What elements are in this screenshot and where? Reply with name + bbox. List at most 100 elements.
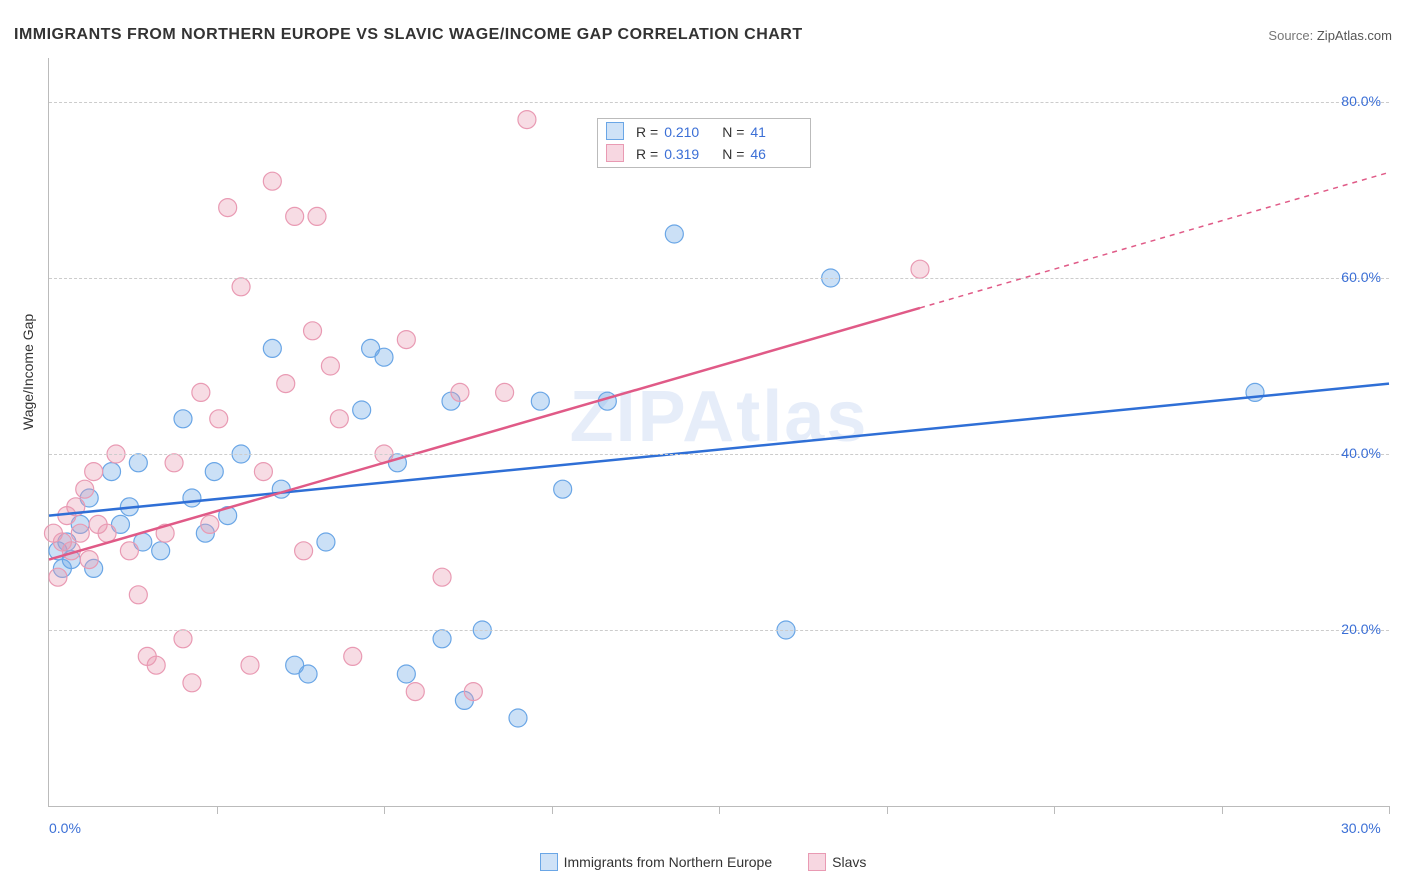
data-point[interactable] [232, 278, 250, 296]
data-point[interactable] [531, 392, 549, 410]
trend-line-extrapolated [920, 172, 1389, 308]
source-label: Source: [1268, 28, 1313, 43]
x-tick [1389, 806, 1390, 814]
data-point[interactable] [241, 656, 259, 674]
data-point[interactable] [308, 207, 326, 225]
x-tick [719, 806, 720, 814]
data-point[interactable] [98, 524, 116, 542]
data-point[interactable] [219, 199, 237, 217]
series-legend: Immigrants from Northern Europe Slavs [0, 854, 1406, 872]
gridline [49, 454, 1389, 455]
title-bar: IMMIGRANTS FROM NORTHERN EUROPE VS SLAVI… [14, 20, 1392, 50]
data-point[interactable] [353, 401, 371, 419]
legend-swatch [606, 122, 624, 140]
data-point[interactable] [76, 480, 94, 498]
legend-r-value: 0.210 [664, 121, 716, 143]
data-point[interactable] [120, 542, 138, 560]
y-tick-label: 60.0% [1311, 269, 1381, 285]
data-point[interactable] [152, 542, 170, 560]
y-tick-label: 20.0% [1311, 621, 1381, 637]
data-point[interactable] [317, 533, 335, 551]
data-point[interactable] [375, 348, 393, 366]
data-point[interactable] [201, 515, 219, 533]
chart-title: IMMIGRANTS FROM NORTHERN EUROPE VS SLAVI… [14, 26, 803, 44]
gridline [49, 630, 1389, 631]
legend-item: Immigrants from Northern Europe [540, 854, 773, 872]
data-point[interactable] [147, 656, 165, 674]
data-point[interactable] [433, 630, 451, 648]
data-point[interactable] [509, 709, 527, 727]
data-point[interactable] [911, 260, 929, 278]
x-tick [1222, 806, 1223, 814]
data-point[interactable] [397, 665, 415, 683]
legend-r-value: 0.319 [664, 143, 716, 165]
data-point[interactable] [277, 375, 295, 393]
data-point[interactable] [286, 207, 304, 225]
gridline [49, 102, 1389, 103]
data-point[interactable] [518, 111, 536, 129]
legend-swatch [808, 853, 826, 871]
y-axis-label: Wage/Income Gap [20, 314, 36, 430]
x-tick-label: 0.0% [49, 820, 81, 836]
data-point[interactable] [451, 383, 469, 401]
data-point[interactable] [665, 225, 683, 243]
y-tick-label: 80.0% [1311, 93, 1381, 109]
data-point[interactable] [49, 568, 67, 586]
data-point[interactable] [406, 683, 424, 701]
legend-item: Slavs [808, 854, 866, 872]
x-tick [1054, 806, 1055, 814]
data-point[interactable] [174, 630, 192, 648]
data-point[interactable] [433, 568, 451, 586]
data-point[interactable] [295, 542, 313, 560]
data-point[interactable] [299, 665, 317, 683]
x-tick-label: 30.0% [1341, 820, 1381, 836]
data-point[interactable] [183, 489, 201, 507]
data-point[interactable] [304, 322, 322, 340]
data-point[interactable] [85, 463, 103, 481]
legend-label: Slavs [832, 854, 866, 870]
data-point[interactable] [210, 410, 228, 428]
data-point[interactable] [254, 463, 272, 481]
data-point[interactable] [1246, 383, 1264, 401]
legend-r-label: R = [636, 121, 658, 143]
data-point[interactable] [129, 454, 147, 472]
legend-n-value: 46 [750, 143, 802, 165]
data-point[interactable] [397, 331, 415, 349]
data-point[interactable] [263, 172, 281, 190]
data-point[interactable] [330, 410, 348, 428]
trend-line [49, 308, 920, 560]
plot-svg-layer [49, 58, 1389, 806]
data-point[interactable] [496, 383, 514, 401]
x-tick [552, 806, 553, 814]
correlation-legend: R = 0.210 N = 41 R = 0.319 N = 46 [597, 118, 811, 168]
legend-n-label: N = [722, 121, 744, 143]
legend-row: R = 0.210 N = 41 [606, 121, 802, 143]
legend-swatch [606, 144, 624, 162]
data-point[interactable] [165, 454, 183, 472]
gridline [49, 278, 1389, 279]
data-point[interactable] [80, 551, 98, 569]
data-point[interactable] [174, 410, 192, 428]
data-point[interactable] [205, 463, 223, 481]
data-point[interactable] [192, 383, 210, 401]
data-point[interactable] [103, 463, 121, 481]
scatter-plot: ZIPAtlas R =0.210N =41R =0.319N =46 20.0… [48, 58, 1389, 807]
legend-r-label: R = [636, 143, 658, 165]
legend-row: R = 0.319 N = 46 [606, 143, 802, 165]
legend-swatch [540, 853, 558, 871]
y-tick-label: 40.0% [1311, 445, 1381, 461]
data-point[interactable] [263, 339, 281, 357]
x-tick [887, 806, 888, 814]
data-point[interactable] [71, 524, 89, 542]
source-attribution: Source: ZipAtlas.com [1268, 28, 1392, 43]
x-tick [384, 806, 385, 814]
data-point[interactable] [129, 586, 147, 604]
data-point[interactable] [183, 674, 201, 692]
data-point[interactable] [344, 647, 362, 665]
legend-n-value: 41 [750, 121, 802, 143]
data-point[interactable] [554, 480, 572, 498]
trend-line [49, 384, 1389, 516]
data-point[interactable] [321, 357, 339, 375]
data-point[interactable] [464, 683, 482, 701]
legend-n-label: N = [722, 143, 744, 165]
